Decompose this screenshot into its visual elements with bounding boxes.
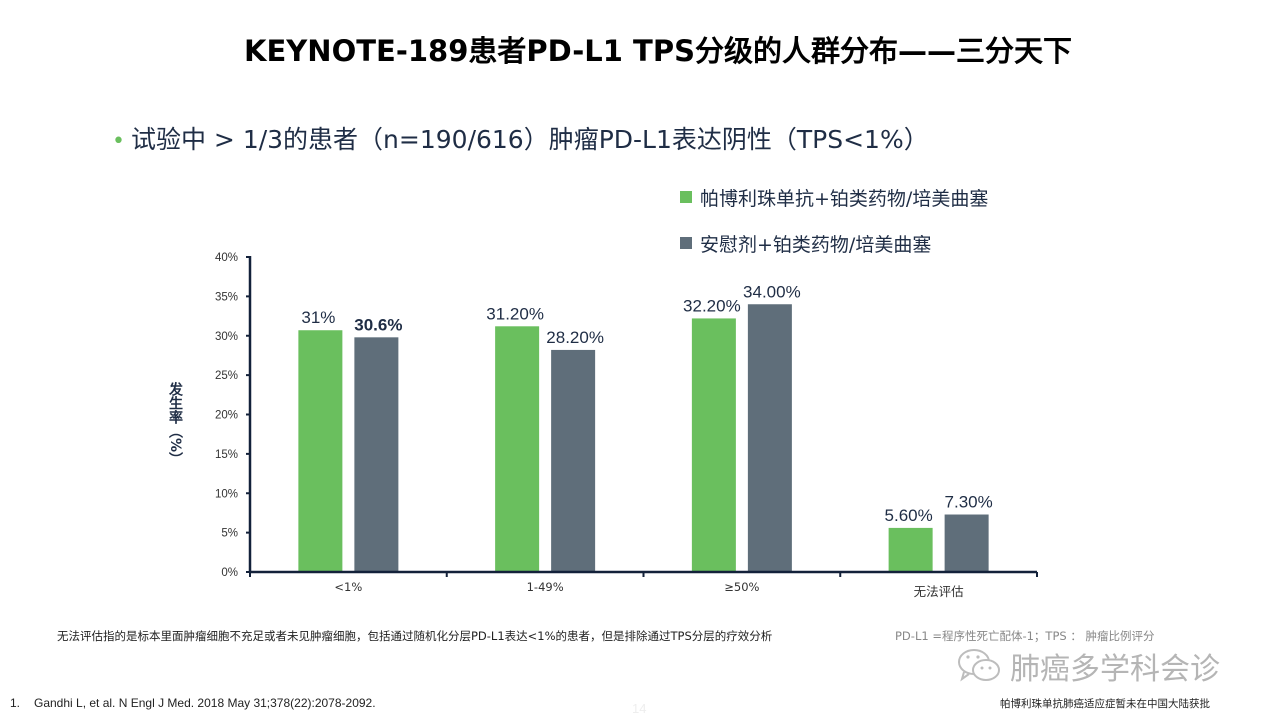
legend-item-pembro: 帕博利珠单抗+铂类药物/培美曲塞 (680, 184, 988, 210)
legend-label: 安慰剂+铂类药物/培美曲塞 (700, 233, 932, 256)
wechat-icon (958, 649, 1000, 682)
watermark-text: 肺癌多学科会诊 (1010, 652, 1220, 687)
watermark: 肺癌多学科会诊 (956, 644, 1220, 688)
data-label: 31.20% (486, 304, 544, 323)
bar-pembro (888, 527, 933, 572)
y-tick-label: 15% (215, 449, 238, 461)
y-axis-ticks: 0% 5% 10% 15% 20% 25% 30% 35% 40% (215, 252, 250, 579)
legend-item-placebo: 安慰剂+铂类药物/培美曲塞 (680, 230, 988, 256)
bar-pembro (298, 330, 343, 572)
y-tick-label: 35% (215, 291, 238, 303)
approval-note: 帕博利珠单抗肺癌适应症暂未在中国大陆获批 (1000, 698, 1210, 710)
data-labels: 31% 31.20% 32.20% 5.60% 30.6% 28.20% 34.00% 7.3… (301, 282, 992, 525)
data-label: 30.6% (354, 315, 402, 334)
reference-text: Gandhi L, et al. N Engl J Med. 2018 May … (34, 696, 376, 710)
data-label: 5.60% (885, 506, 933, 525)
y-tick-label: 40% (215, 252, 238, 264)
legend-label: 帕博利珠单抗+铂类药物/培美曲塞 (700, 187, 989, 210)
reference: 1. Gandhi L, et al. N Engl J Med. 2018 Ma… (10, 696, 376, 710)
data-label: 34.00% (743, 282, 801, 301)
data-label: 28.20% (546, 328, 604, 347)
x-tick-label: ≥50% (724, 580, 759, 594)
page-number: 14 (632, 701, 647, 716)
data-label: 7.30% (945, 493, 993, 512)
axes (248, 256, 1038, 577)
y-axis-label-text: 发生率（%） (167, 382, 183, 467)
y-tick-label: 25% (215, 370, 238, 382)
bars (298, 304, 989, 572)
data-label: 32.20% (683, 296, 741, 315)
data-label: 31% (301, 308, 335, 327)
bar-placebo (354, 337, 399, 572)
chart-legend: 帕博利珠单抗+铂类药物/培美曲塞 安慰剂+铂类药物/培美曲塞 (680, 184, 988, 276)
x-tick-label: 无法评估 (914, 584, 964, 599)
abbreviations: PD-L1 =程序性死亡配体-1；TPS ： 肿瘤比例评分 (895, 629, 1155, 643)
bar-placebo (944, 514, 989, 572)
y-tick-label: 0% (221, 567, 238, 579)
y-tick-label: 20% (215, 410, 238, 422)
reference-number: 1. (10, 696, 21, 710)
y-tick-label: 5% (221, 528, 238, 540)
x-axis-labels: <1% 1-49% ≥50% 无法评估 (334, 580, 963, 599)
y-tick-label: 10% (215, 488, 238, 500)
bar-placebo (551, 349, 596, 572)
bar-placebo (747, 304, 792, 572)
legend-swatch-green (680, 191, 692, 203)
x-tick-label: <1% (334, 580, 362, 594)
y-axis-label: 发生率（%） (164, 382, 186, 470)
bullet-text: 试验中 > 1/3的患者（n=190/616）肿瘤PD-L1表达阴性（TPS<1… (130, 125, 929, 154)
y-tick-label: 30% (215, 331, 238, 343)
footnote: 无法评估指的是标本里面肿瘤细胞不充足或者未见肿瘤细胞，包括通过随机化分层PD-L… (57, 629, 773, 643)
x-tick-label: 1-49% (527, 580, 564, 594)
slide-title: KEYNOTE-189患者PD-L1 TPS分级的人群分布——三分天下 (244, 34, 1072, 68)
bar-pembro (691, 318, 736, 572)
bar-pembro (495, 326, 540, 572)
bullet-point: • 试验中 > 1/3的患者（n=190/616）肿瘤PD-L1表达阴性（TPS<… (112, 120, 929, 156)
bullet-dot-icon: • (112, 129, 125, 154)
legend-swatch-gray (680, 237, 692, 249)
